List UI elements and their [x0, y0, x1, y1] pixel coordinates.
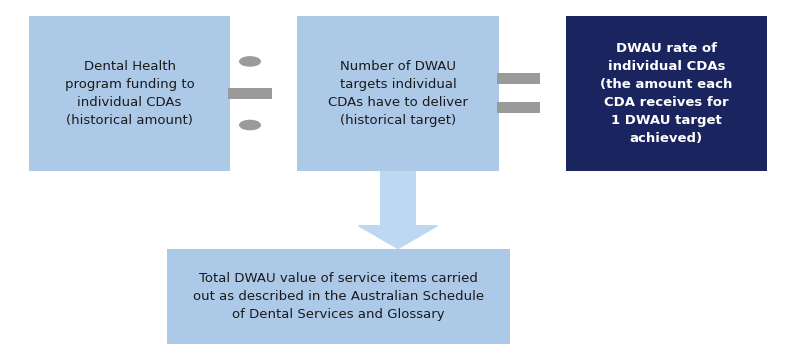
FancyBboxPatch shape: [565, 16, 767, 171]
Text: Total DWAU value of service items carried
out as described in the Australian Sch: Total DWAU value of service items carrie…: [193, 272, 485, 321]
FancyBboxPatch shape: [497, 102, 540, 113]
FancyBboxPatch shape: [167, 248, 510, 344]
Text: Dental Health
program funding to
individual CDAs
(historical amount): Dental Health program funding to individ…: [65, 60, 195, 127]
Text: Number of DWAU
targets individual
CDAs have to deliver
(historical target): Number of DWAU targets individual CDAs h…: [328, 60, 468, 127]
FancyBboxPatch shape: [497, 73, 540, 84]
Circle shape: [240, 57, 261, 66]
Circle shape: [240, 120, 261, 130]
FancyBboxPatch shape: [228, 88, 272, 99]
FancyBboxPatch shape: [380, 171, 416, 226]
Polygon shape: [359, 226, 437, 248]
Text: DWAU rate of
individual CDAs
(the amount each
CDA receives for
1 DWAU target
ach: DWAU rate of individual CDAs (the amount…: [600, 42, 733, 145]
FancyBboxPatch shape: [29, 16, 230, 171]
FancyBboxPatch shape: [297, 16, 499, 171]
